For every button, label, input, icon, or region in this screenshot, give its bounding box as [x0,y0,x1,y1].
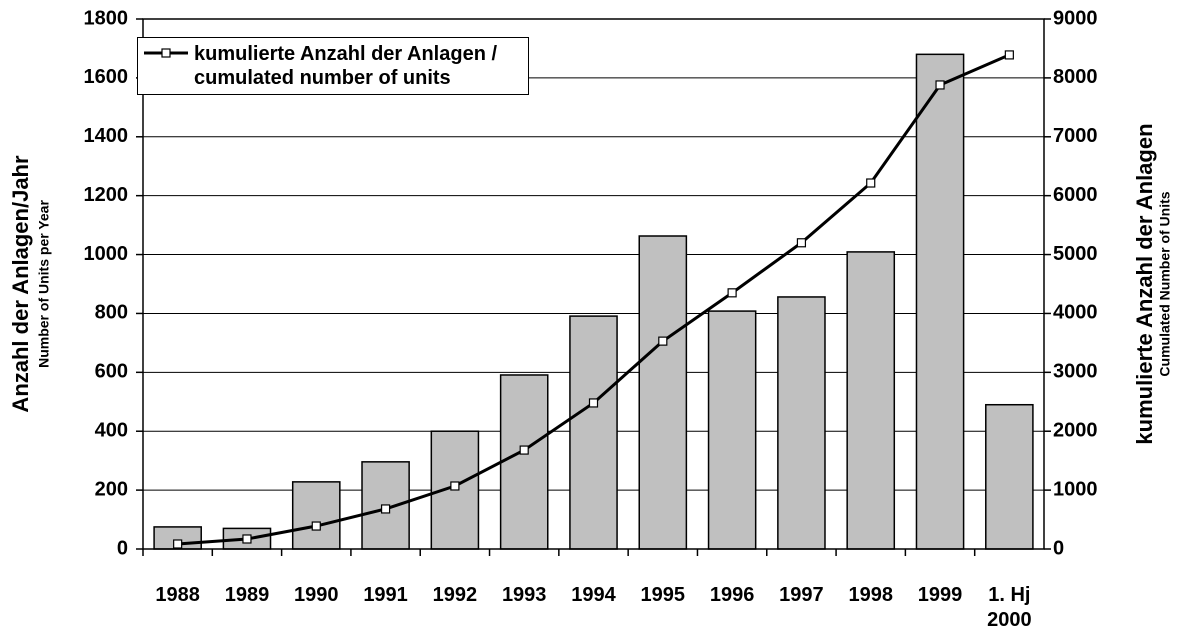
line-marker [450,481,460,491]
y-tick-label: 1600 [84,66,129,88]
x-tick-label: 1996 [709,584,755,606]
legend-label: kumulierte Anzahl der Anlagen / cumulate… [194,43,498,89]
bar [915,53,965,550]
plot-frame [142,18,1045,550]
bar [569,315,618,550]
y2-tick-label: 6000 [1053,184,1098,206]
x-tick-label: 1998 [848,584,893,606]
y2-axis-subtitle: Cumulated Number of Units [1157,191,1173,376]
y-tick-label: 1400 [84,125,129,147]
x-tick-label: 1994 [571,584,616,606]
line-marker [796,238,807,248]
bar [777,296,826,550]
y-tick-label: 200 [95,478,128,500]
x-tick-label: 1997 [779,584,824,606]
bar [291,481,341,550]
x-tick-label: 1995 [640,584,686,606]
bar [846,251,896,550]
y2-tick-label: 9000 [1053,7,1098,29]
line-marker [519,445,529,455]
bar [985,403,1034,550]
y-tick-label: 400 [95,420,128,442]
y-tick-label: 800 [95,302,128,324]
x-tick-label: 1990 [294,584,339,606]
y2-tick-label: 8000 [1053,66,1098,88]
x-tick-label: 1. Hj 2000 [987,584,1032,631]
x-tick-label: 1988 [155,584,200,606]
y-axis-subtitle: Number of Units per Year [36,200,52,368]
line-marker [380,504,391,514]
y-tick-label: 1200 [84,184,129,206]
legend: kumulierte Anzahl der Anlagen / cumulate… [137,37,529,95]
y2-tick-label: 5000 [1053,243,1098,265]
line-marker [173,539,183,549]
y2-tick-label: 1000 [1053,478,1098,500]
y2-tick-label: 2000 [1053,420,1098,442]
y-tick-label: 1800 [84,7,129,29]
line-marker [727,288,737,298]
line-marker [935,80,945,90]
y-tick-label: 1000 [84,243,129,265]
x-tick-label: 1992 [432,584,478,606]
y2-tick-label: 0 [1053,537,1064,559]
y2-axis-title: kumulierte Anzahl der Anlagen [1132,123,1157,444]
line-marker [1004,50,1014,60]
y-axis-title: Anzahl der Anlagen/Jahr [8,155,33,413]
x-tick-label: 1999 [917,584,963,606]
y-tick-label: 0 [117,537,128,559]
line-marker [658,336,668,346]
y2-tick-label: 4000 [1053,302,1098,324]
bar [707,310,757,550]
bar [638,235,688,550]
line-marker [242,534,252,544]
bar [499,374,549,550]
x-tick-label: 1993 [501,584,547,606]
line-marker [866,178,876,188]
x-tick-label: 1991 [363,584,408,606]
y2-tick-label: 7000 [1053,125,1098,147]
line-marker [311,521,321,531]
y2-tick-label: 3000 [1053,361,1098,383]
y-tick-label: 600 [95,361,128,383]
x-tick-label: 1989 [224,584,270,606]
legend-symbol [144,48,188,58]
line-marker [588,398,599,408]
